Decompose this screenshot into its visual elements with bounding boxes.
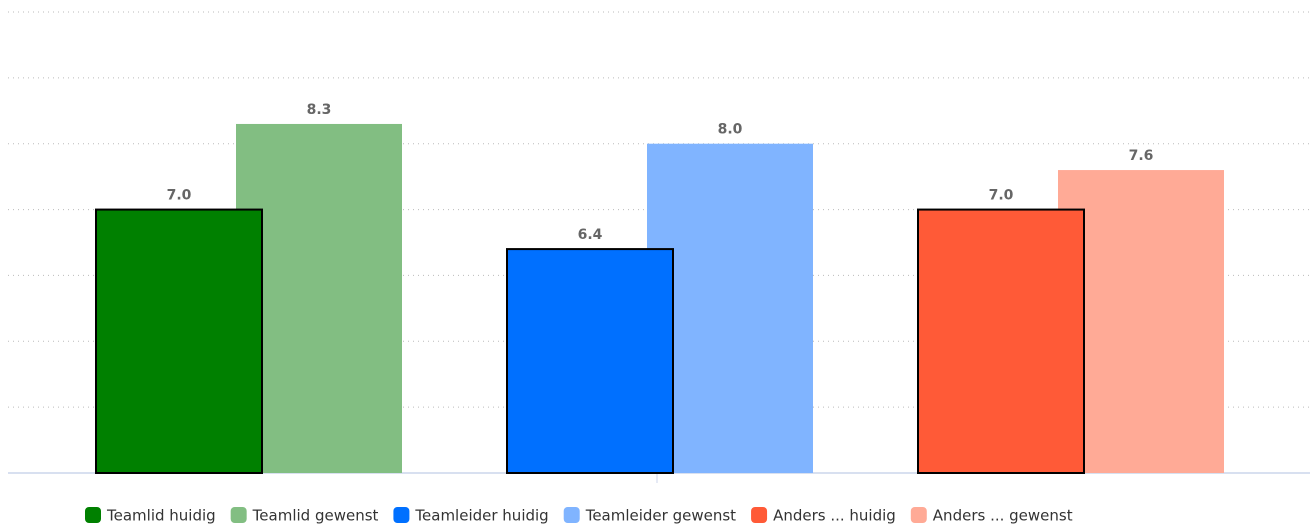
value-label: 8.0	[718, 122, 743, 138]
legend-label: Anders ... gewenst	[933, 507, 1073, 525]
legend-swatch	[393, 507, 410, 523]
bar	[1058, 170, 1224, 474]
value-label: 7.6	[1129, 148, 1154, 164]
bar	[647, 143, 813, 473]
legend-label: Teamlid gewenst	[252, 507, 379, 525]
value-label: 7.0	[167, 188, 192, 204]
legend-swatch	[563, 507, 580, 523]
legend-swatch	[910, 507, 927, 523]
legend-label: Teamlid huidig	[106, 507, 216, 525]
bar	[95, 208, 263, 474]
value-label: 7.0	[989, 188, 1014, 204]
legend-swatch	[85, 507, 101, 523]
legend-swatch	[751, 507, 768, 523]
bar	[917, 208, 1085, 474]
value-label: 8.3	[307, 102, 332, 118]
legend-label: Anders ... huidig	[773, 507, 896, 525]
legend-label: Teamleider huidig	[414, 507, 548, 525]
bar	[506, 248, 674, 474]
legend-label: Teamleider gewenst	[585, 507, 736, 525]
bar	[236, 123, 402, 473]
legend-swatch	[230, 507, 247, 523]
value-label: 6.4	[578, 227, 603, 243]
